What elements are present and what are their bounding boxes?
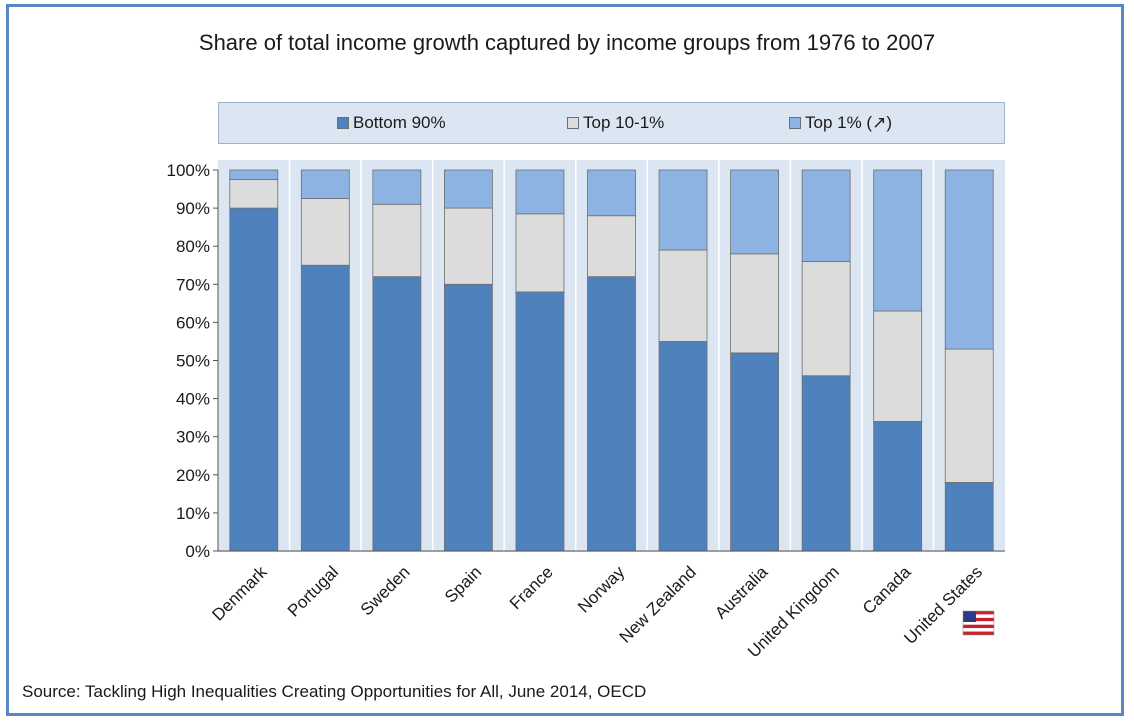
bar-segment	[658, 169, 708, 251]
x-tick-label: Australia	[711, 562, 772, 623]
y-tick-label: 90%	[176, 199, 210, 218]
x-tick-label: Canada	[859, 562, 915, 618]
bar-segment	[229, 169, 279, 180]
x-tick-label: Denmark	[208, 562, 271, 625]
y-tick-label: 0%	[185, 542, 210, 561]
bar-segment	[730, 352, 779, 552]
bar-segment	[515, 213, 565, 293]
legend-label-top-1: Top 1% (↗)	[805, 113, 892, 132]
bar-segment	[444, 207, 493, 285]
y-tick-label: 10%	[176, 504, 210, 523]
bar-segment	[444, 283, 493, 552]
bar-segment	[944, 169, 994, 350]
bar-segment	[515, 291, 565, 552]
bar-segment	[229, 179, 279, 209]
bar-segment	[801, 169, 851, 262]
us-flag-icon	[962, 610, 995, 636]
legend-swatch-top-10-1	[567, 117, 579, 129]
bar-segment	[801, 375, 851, 552]
legend-item-top-10-1: Top 10-1%	[567, 103, 664, 143]
legend-item-top-1: Top 1% (↗)	[789, 103, 892, 143]
chart-legend: Bottom 90% Top 10-1% Top 1% (↗)	[218, 102, 1005, 144]
bar-segment	[515, 169, 565, 215]
bar-segment	[873, 310, 923, 422]
bar-segment	[372, 169, 422, 205]
y-tick-label: 40%	[176, 390, 210, 409]
y-tick-label: 20%	[176, 466, 210, 485]
bar-segment	[300, 169, 350, 199]
bar-segment	[873, 169, 923, 312]
bar-segment	[372, 276, 422, 552]
y-tick-label: 100%	[167, 161, 210, 180]
x-tick-label: Spain	[441, 562, 485, 606]
bar-segment	[587, 276, 636, 552]
bar-segment	[658, 249, 708, 342]
y-tick-label: 30%	[176, 428, 210, 447]
bar-segment	[944, 348, 994, 483]
bar-segment	[801, 261, 851, 377]
y-tick-label: 70%	[176, 275, 210, 294]
bar-segment	[587, 215, 636, 278]
bar-segment	[730, 169, 779, 255]
bar-segment	[444, 169, 493, 209]
bar-segment	[658, 341, 708, 552]
bar-segment	[300, 264, 350, 552]
bar-segment	[587, 169, 636, 217]
legend-swatch-top-1	[789, 117, 801, 129]
x-tick-label: Sweden	[357, 562, 414, 619]
bar-segment	[873, 421, 923, 552]
y-tick-label: 50%	[176, 352, 210, 371]
legend-item-bottom-90: Bottom 90%	[337, 103, 446, 143]
bar-segment	[300, 198, 350, 266]
x-tick-label: New Zealand	[616, 562, 700, 646]
y-tick-label: 80%	[176, 237, 210, 256]
legend-label-top-10-1: Top 10-1%	[583, 113, 665, 132]
bar-segment	[730, 253, 779, 354]
x-tick-label: Portugal	[284, 562, 342, 620]
bar-segment	[229, 207, 279, 552]
bar-segment	[944, 482, 994, 552]
x-tick-label: France	[506, 562, 557, 613]
y-tick-label: 60%	[176, 313, 210, 332]
source-note: Source: Tackling High Inequalities Creat…	[22, 682, 647, 701]
bar-segment	[372, 203, 422, 278]
legend-swatch-bottom-90	[337, 117, 349, 129]
x-tick-label: Norway	[574, 562, 629, 617]
legend-label-bottom-90: Bottom 90%	[353, 113, 446, 132]
chart-title: Share of total income growth captured by…	[198, 30, 936, 55]
